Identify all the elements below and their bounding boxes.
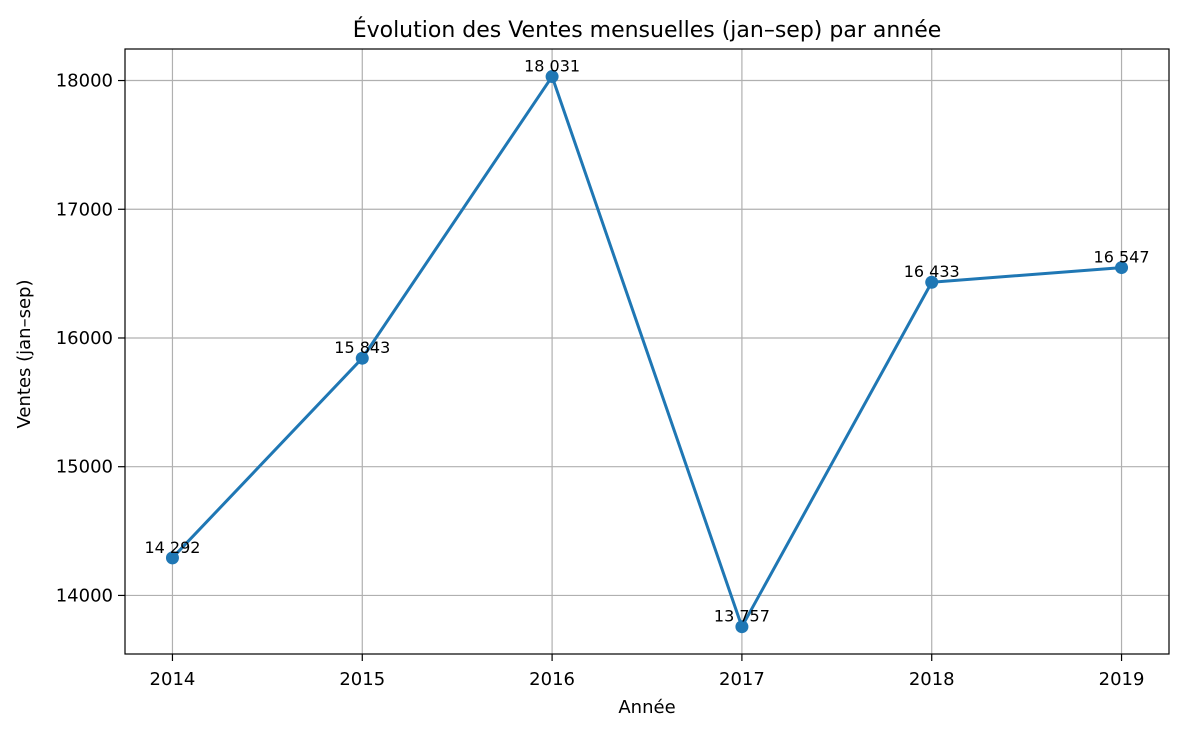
- data-label: 14 292: [144, 538, 200, 557]
- data-label: 13 757: [714, 607, 770, 626]
- y-axis-label: Ventes (jan–sep): [14, 280, 35, 429]
- axis-ticks: 2014 2015 2016 2017 2018 2019 14000 15000 16000 1…: [56, 71, 1145, 690]
- data-point: [545, 70, 559, 84]
- data-point: [1115, 261, 1129, 275]
- data-point: [925, 275, 939, 289]
- data-point: [355, 351, 369, 365]
- data-labels: 14 292 15 843 18 031 13 757 16 433 16 547: [144, 57, 1149, 626]
- x-tick-label: 2017: [719, 669, 765, 690]
- y-tick-label: 14000: [56, 585, 113, 606]
- data-label: 16 547: [1094, 248, 1150, 267]
- data-label: 16 433: [904, 262, 960, 281]
- x-tick-label: 2014: [150, 669, 196, 690]
- y-tick-label: 17000: [56, 199, 113, 220]
- x-axis-label: Année: [618, 697, 675, 718]
- data-label: 18 031: [524, 57, 580, 76]
- series-line: [171, 75, 1122, 629]
- grid-lines: [125, 49, 1169, 654]
- x-tick-label: 2016: [529, 669, 575, 690]
- x-tick-label: 2018: [909, 669, 955, 690]
- y-tick-label: 15000: [56, 457, 113, 478]
- y-tick-label: 16000: [56, 328, 113, 349]
- y-tick-label: 18000: [56, 71, 113, 92]
- plot-frame: [124, 48, 1170, 655]
- x-tick-label: 2015: [339, 669, 385, 690]
- x-tick-label: 2019: [1099, 669, 1145, 690]
- data-point: [165, 551, 179, 565]
- series-layer: [165, 70, 1129, 634]
- data-point: [735, 620, 749, 634]
- data-label: 15 843: [334, 338, 390, 357]
- chart-title: Évolution des Ventes mensuelles (jan–sep…: [353, 17, 942, 43]
